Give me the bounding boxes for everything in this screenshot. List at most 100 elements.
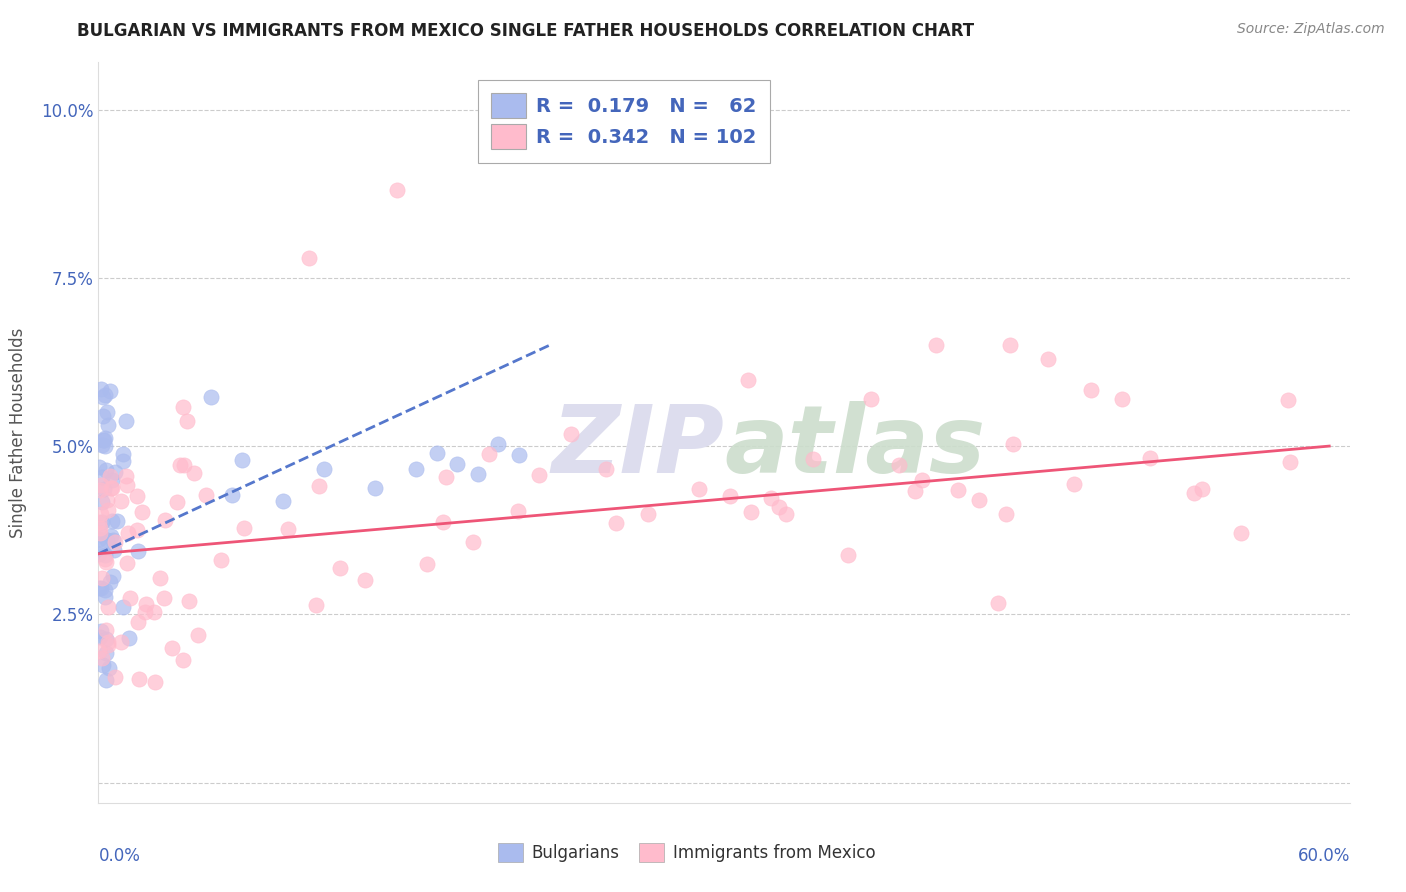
Point [312, 461, 335, 475]
Point [385, 183, 408, 197]
Point [91, 433, 114, 447]
Point [477, 447, 499, 461]
Point [90, 624, 112, 639]
Point [200, 390, 222, 404]
Point [110, 635, 132, 649]
Point [90, 508, 112, 522]
Point [187, 627, 209, 641]
Point [115, 478, 138, 492]
Point [101, 568, 124, 582]
Point [1111, 392, 1133, 406]
Point [768, 500, 790, 515]
Point [172, 401, 194, 415]
Point [169, 458, 191, 472]
Point [173, 458, 195, 472]
Point [166, 495, 188, 509]
Point [94, 632, 117, 647]
Point [93, 590, 115, 604]
Point [231, 452, 253, 467]
Point [1063, 476, 1085, 491]
Point [90, 382, 112, 396]
Point [91, 538, 114, 552]
Point [426, 446, 449, 460]
Point [97, 600, 120, 615]
Point [305, 598, 328, 612]
Point [994, 507, 1017, 521]
Point [1139, 450, 1161, 465]
Point [94, 623, 117, 637]
Point [1000, 338, 1022, 352]
Point [1230, 525, 1253, 540]
Point [637, 507, 659, 521]
Point [89, 527, 111, 541]
Point [801, 452, 824, 467]
Point [233, 521, 256, 535]
Point [946, 483, 969, 497]
Point [605, 516, 627, 531]
Point [277, 522, 299, 536]
Point [434, 470, 457, 484]
Point [149, 571, 172, 585]
Point [87, 581, 110, 595]
Text: Source: ZipAtlas.com: Source: ZipAtlas.com [1237, 22, 1385, 37]
Point [104, 466, 127, 480]
Point [221, 488, 243, 502]
Point [177, 594, 200, 608]
Point [446, 457, 468, 471]
Point [135, 597, 157, 611]
Point [1184, 486, 1206, 500]
Point [94, 646, 117, 660]
Point [101, 482, 124, 496]
Point [416, 557, 439, 571]
Point [506, 503, 529, 517]
Point [117, 525, 139, 540]
Point [98, 574, 121, 589]
Point [987, 596, 1010, 610]
Point [93, 431, 115, 445]
Point [91, 390, 114, 404]
Point [718, 489, 741, 503]
Point [90, 516, 112, 530]
Point [354, 573, 377, 587]
Point [100, 481, 122, 495]
Point [94, 555, 117, 569]
Point [688, 482, 710, 496]
Point [89, 630, 111, 644]
Point [100, 515, 122, 529]
Point [103, 543, 125, 558]
Point [112, 600, 135, 615]
Text: BULGARIAN VS IMMIGRANTS FROM MEXICO SINGLE FATHER HOUSEHOLDS CORRELATION CHART: BULGARIAN VS IMMIGRANTS FROM MEXICO SING… [77, 22, 974, 40]
Point [120, 591, 142, 605]
Point [115, 556, 138, 570]
Point [127, 615, 149, 630]
Point [91, 657, 114, 672]
Point [103, 533, 125, 547]
Legend: Bulgarians, Immigrants from Mexico: Bulgarians, Immigrants from Mexico [491, 836, 882, 869]
Text: 0.0%: 0.0% [98, 847, 141, 865]
Point [1001, 437, 1024, 451]
Point [488, 437, 510, 451]
Point [329, 560, 352, 574]
Point [94, 439, 117, 453]
Point [128, 672, 150, 686]
Point [94, 552, 117, 566]
Point [93, 482, 115, 496]
Point [737, 373, 759, 387]
Point [98, 469, 121, 483]
Point [125, 489, 148, 503]
Point [96, 405, 118, 419]
Point [89, 515, 111, 529]
Point [98, 384, 121, 398]
Point [155, 513, 177, 527]
Point [160, 641, 183, 656]
Point [131, 505, 153, 519]
Point [93, 387, 115, 401]
Point [94, 582, 117, 597]
Point [527, 468, 550, 483]
Point [142, 605, 165, 619]
Point [432, 515, 454, 529]
Point [463, 535, 485, 549]
Point [90, 494, 112, 508]
Point [405, 462, 427, 476]
Point [172, 653, 194, 667]
